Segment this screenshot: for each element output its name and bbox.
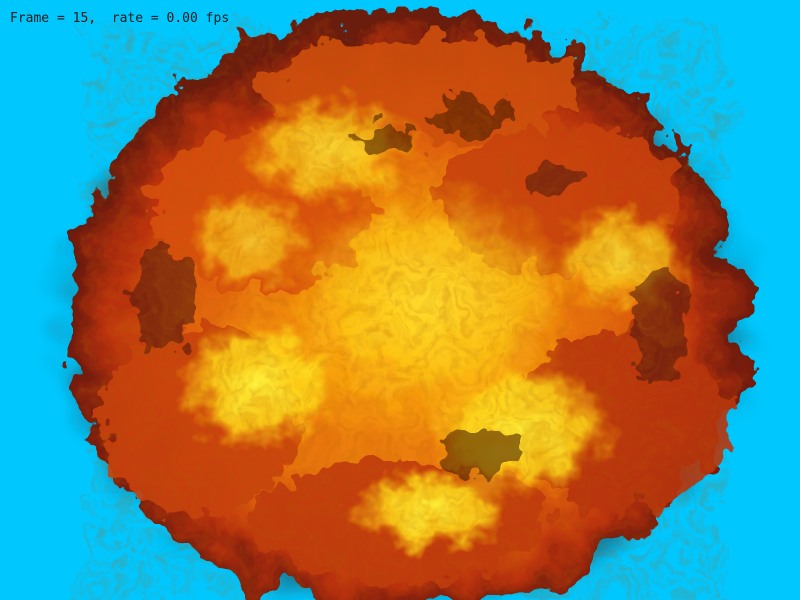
fire-texture [85,30,725,600]
frame-rate-readout: Frame = 15, rate = 0.00 fps [10,11,230,26]
